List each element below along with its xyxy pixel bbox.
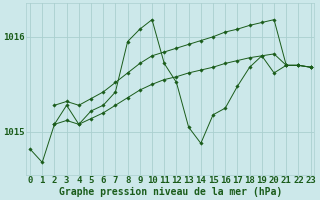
X-axis label: Graphe pression niveau de la mer (hPa): Graphe pression niveau de la mer (hPa) [59, 186, 282, 197]
